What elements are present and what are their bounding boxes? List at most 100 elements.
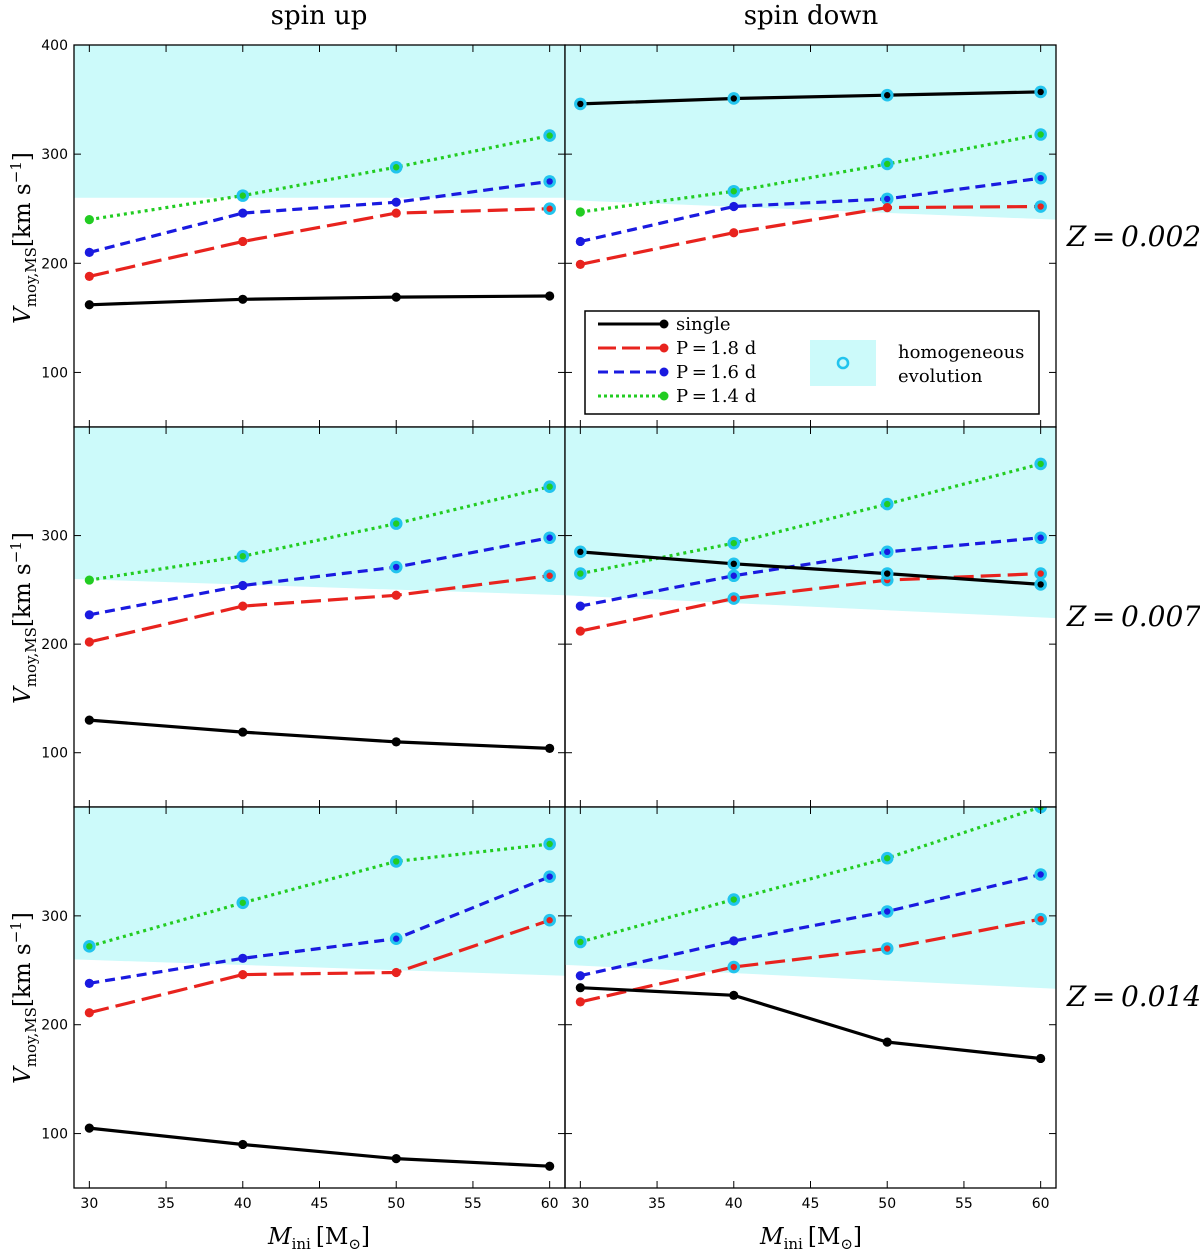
xlabel-unit-close: ] [853, 1224, 862, 1250]
panel-r1-c0-point-p-1-4-d-60 [546, 483, 553, 490]
panel-r1-c1-series-group [574, 457, 1047, 636]
panel-r0-c1-point-p-1-8-d-30 [575, 259, 585, 269]
panel-r1-c1-point-p-1-8-d-60 [1037, 570, 1044, 577]
panel-r0-c1-line-p-1-8-d [579, 204, 1041, 266]
panel-r0-c1-point-single-40 [730, 95, 737, 102]
panel-r2-c0-point-single-40 [238, 1139, 248, 1150]
panel-r1-c0-point-p-1-8-d-60 [546, 572, 553, 579]
panel-r1-c1-point-p-1-4-d-60 [1037, 460, 1044, 468]
panel-r0-c1-point-p-1-4-d-60 [1037, 131, 1044, 138]
col-title-spin-down: spin down [744, 1, 879, 31]
panel-r0-c1-line-p-1-4-d [580, 132, 1042, 214]
ylabel-row-0: Vmoy,MS[km s−1] [7, 152, 40, 324]
ylabel-unit-sup: −1 [7, 161, 25, 183]
ylabel-unit-sup: −1 [7, 541, 25, 563]
svg-text:Vmoy,MS[km s−1]: Vmoy,MS[km s−1] [7, 532, 40, 704]
panel-r2-c0-line-p-1-4-d [88, 842, 550, 948]
panel-r0-c0-line-single [89, 294, 550, 307]
panel-r2-c1-line-single [580, 986, 1041, 1061]
panel-r0-c0-point-p-1-4-d-30 [84, 215, 94, 225]
panel-r2-c1-point-p-1-6-d-50 [884, 908, 891, 915]
panel-r2-c0-point-p-1-6-d-40 [238, 953, 248, 963]
ylabel-row-1: Vmoy,MS[km s−1] [7, 532, 40, 704]
panel-r2-c0-point-p-1-8-d-30 [84, 1008, 94, 1018]
panel-r0-c0-line-p-1-4-d [89, 134, 551, 222]
legend: single P = 1.8 d P = 1.6 d P = 1.4 d hom… [584, 310, 1040, 415]
panel-r1-c0-point-p-1-4-d-30 [84, 575, 94, 585]
panel-r1-c1-point-single-40 [730, 560, 737, 567]
panel-r1-c1 [564, 426, 1057, 808]
panel-r0-c1-point-p-1-6-d-50 [884, 195, 891, 203]
panel-r2-c0-ytick-label-200: 200 [41, 1018, 68, 1034]
panel-r2-c0-ytick-label-300: 300 [41, 909, 68, 925]
legend-homog-marker [836, 356, 850, 370]
panel-r0-c0-ytick-label-200: 200 [41, 256, 68, 272]
ylabel-v: V [10, 1065, 36, 1084]
xlabel-left: Mini [M⊙] [267, 1224, 370, 1250]
panel-r0-c0-ytick-label-100: 100 [41, 365, 68, 381]
panel-r2-c1-point-single-60 [1036, 1053, 1046, 1064]
panel-r2-c1: 30 35 40 45 50 55 60 [564, 806, 1057, 1212]
panel-r1-c1-point-p-1-8-d-40 [730, 595, 737, 602]
panel-r2-c0-point-single-60 [545, 1161, 555, 1171]
ylabel-unit: [km s [10, 563, 36, 627]
panel-r2-c0: 100 200 300 30 35 40 45 50 55 60 [41, 806, 566, 1212]
panel-r1-c1-point-p-1-4-d-30 [577, 570, 584, 577]
panel-r0-c1-point-p-1-8-d-50 [882, 203, 892, 213]
panel-r1-c1-point-single-30 [577, 548, 584, 556]
panel-r2-c0-point-single-50 [391, 1154, 401, 1164]
panel-r1-c0-line-p-1-4-d [89, 485, 551, 582]
panel-r1-c0-point-p-1-8-d-40 [238, 601, 248, 611]
legend-label-p16: P = 1.6 d [676, 362, 756, 383]
panel-r2-c0-point-p-1-4-d-60 [546, 840, 553, 848]
panel-r0-c0-point-p-1-6-d-60 [546, 178, 553, 185]
panel-r2-c0-xtick-label-35: 35 [157, 1196, 175, 1212]
xlabel-unit-open: [M [808, 1224, 841, 1250]
panel-r2-c1-xtick-label-50: 50 [878, 1196, 896, 1212]
panel-r2-c1-point-single-50 [882, 1037, 892, 1047]
panel-r0-c1-line-p-1-6-d [579, 176, 1041, 244]
panel-r2-c0-homogeneous-region [74, 807, 565, 976]
panel-r2-c1-xtick-label-40: 40 [725, 1196, 743, 1212]
svg-text:Vmoy,MS[km s−1]: Vmoy,MS[km s−1] [7, 152, 40, 324]
panel-r2-c1-line-p-1-8-d [579, 917, 1042, 1004]
xlabel-sub: ini [292, 1235, 311, 1250]
panel-r0-c1-line-single [580, 90, 1041, 106]
panel-r0-c0-line-p-1-8-d [88, 207, 550, 278]
panel-r1-c0: 100 200 300 [41, 426, 566, 808]
panel-r0-c0-point-p-1-8-d-40 [238, 236, 248, 247]
panel-r2-c1-point-p-1-6-d-60 [1037, 871, 1044, 878]
panel-r1-c1-point-p-1-6-d-30 [575, 601, 585, 611]
panel-r2-c1-point-p-1-4-d-30 [577, 938, 584, 946]
panel-r0-c0-point-p-1-4-d-50 [393, 164, 400, 171]
ylabel-unit-end: ] [10, 912, 36, 921]
panel-r1-c0-ytick-label-200: 200 [41, 637, 68, 653]
panel-r2-c0-point-p-1-6-d-50 [393, 935, 400, 942]
panel-r2-c1-xtick-label-60: 60 [1032, 1196, 1050, 1212]
panel-r1-c0-point-p-1-6-d-30 [84, 610, 94, 620]
legend-marker-p18 [659, 343, 669, 353]
xlabel-m: M [267, 1224, 293, 1250]
panel-r0-c0-homogeneous-region [74, 45, 565, 198]
panel-r0-c0-point-single-50 [391, 292, 401, 302]
legend-marker-p14 [659, 391, 669, 401]
panels: 100 200 300 400 100 200 300 100 200 300 30 35 40 45 50… [41, 38, 1057, 1212]
ylabel-unit: [km s [10, 943, 36, 1007]
panel-r0-c1-point-p-1-4-d-40 [730, 188, 737, 195]
panel-r1-c0-point-p-1-6-d-50 [393, 563, 400, 571]
panel-r2-c0-xtick-label-40: 40 [234, 1196, 252, 1212]
panel-r0-c0-point-p-1-4-d-60 [546, 132, 553, 139]
panel-r1-c1-point-p-1-6-d-40 [730, 572, 737, 579]
panel-r2-c0-xtick-label-50: 50 [387, 1196, 405, 1212]
panel-r1-c0-point-single-30 [84, 715, 94, 725]
xlabel-unit-open: [M [316, 1224, 349, 1250]
panel-r2-c0-line-single [89, 1126, 550, 1168]
panel-r2-c0-xtick-label-55: 55 [464, 1196, 482, 1212]
panel-r1-c0-ytick-label-100: 100 [41, 746, 68, 762]
panel-r1-c1-point-single-60 [1037, 581, 1044, 588]
xlabel-unit-close: ] [361, 1224, 370, 1250]
panel-r2-c0-xtick-label-30: 30 [80, 1196, 98, 1212]
panel-r1-c0-line-p-1-6-d [89, 536, 551, 617]
panel-r2-c1-homogeneous-region [565, 807, 1056, 989]
